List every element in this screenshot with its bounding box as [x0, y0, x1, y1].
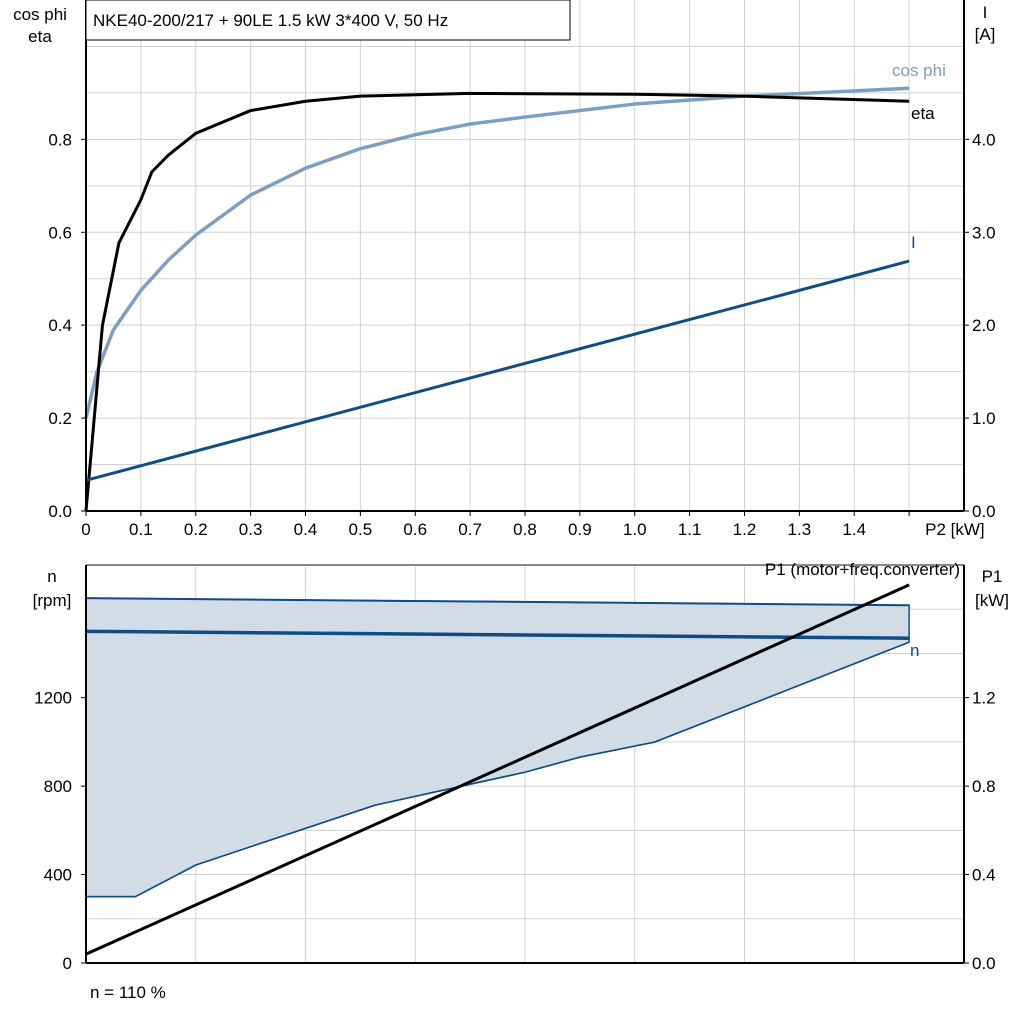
- x-tick-label: 0.8: [513, 520, 537, 539]
- speed-n-line: [85, 629, 910, 640]
- x-tick-label: 1.4: [842, 520, 866, 539]
- speed-range-upper-bound: [85, 597, 910, 607]
- p1-line: [85, 583, 910, 956]
- right-ylabel-i: I: [983, 3, 988, 22]
- series-label-eta: eta: [911, 104, 935, 123]
- chart-title: NKE40-200/217 + 90LE 1.5 kW 3*400 V, 50 …: [93, 11, 448, 30]
- x-tick-label: 1.0: [623, 520, 647, 539]
- x-tick-label: 0.5: [349, 520, 373, 539]
- y-tick-label-right: 0.0: [972, 954, 996, 973]
- y-tick-label-left: 0.6: [48, 223, 72, 242]
- x-tick-label: P2 [kW]: [925, 520, 985, 539]
- title-box: [85, 0, 571, 41]
- left-ylabel-eta: eta: [28, 27, 52, 46]
- speed-range-lower-bound: [86, 641, 910, 898]
- axes: 0 0.1 0.2 0.3 0.4 0.5 0.6 0.7 0.8 0.9 1.0 1.1 1.2 1.3…: [34, 0, 996, 973]
- y-tick-label-left: 0.8: [48, 130, 72, 149]
- series-label-cosphi: cos phi: [892, 61, 946, 80]
- x-tick-label: 0.4: [294, 520, 318, 539]
- x-tick-label: 0.6: [403, 520, 427, 539]
- y-tick-label-left: 1200: [34, 689, 72, 708]
- current-line: [85, 259, 910, 482]
- y-tick-label-right: 1.0: [972, 409, 996, 428]
- x-tick-label: 1.2: [733, 520, 757, 539]
- bottom-left-ylabel-rpm: [rpm]: [33, 591, 72, 610]
- footer-note: n = 110 %: [90, 983, 166, 1002]
- y-tick-label-right: 0.4: [972, 866, 996, 885]
- y-tick-label-left: 400: [44, 866, 72, 885]
- y-tick-label-left: 800: [44, 777, 72, 796]
- y-tick-label-left: 0.4: [48, 316, 72, 335]
- speed-range-area: [85, 597, 910, 898]
- y-tick-label-left: 0.2: [48, 409, 72, 428]
- bottom-left-ylabel-n: n: [47, 567, 56, 586]
- y-tick-label-right: 1.2: [972, 689, 996, 708]
- bottom-right-ylabel-p1: P1: [982, 567, 1003, 586]
- left-ylabel-cosphi: cos phi: [13, 5, 67, 24]
- series-label-n: n: [910, 641, 919, 660]
- x-tick-label: 0: [81, 520, 90, 539]
- x-tick-label: 1.1: [678, 520, 702, 539]
- y-tick-label-left: 0: [63, 954, 72, 973]
- x-tick-label: 0.7: [458, 520, 482, 539]
- x-tick-label: 0.2: [184, 520, 208, 539]
- x-tick-label: 0.1: [129, 520, 153, 539]
- series-label-i: I: [911, 233, 916, 252]
- x-tick-label: 0.3: [239, 520, 263, 539]
- y-tick-label-left: 0.0: [48, 502, 72, 521]
- x-tick-label: 1.3: [788, 520, 812, 539]
- y-tick-label-right: 4.0: [972, 130, 996, 149]
- y-tick-label-right: 0.8: [972, 777, 996, 796]
- top-grid: [86, 0, 964, 511]
- series-label-p1: P1 (motor+freq.converter): [765, 560, 960, 579]
- bottom-right-ylabel-kw: [kW]: [975, 591, 1009, 610]
- x-tick-label: 0.9: [568, 520, 592, 539]
- y-tick-label-right: 3.0: [972, 223, 996, 242]
- cos-phi-line: [84, 86, 910, 419]
- chart-marks: [84, 86, 910, 956]
- eta-line: [84, 91, 910, 512]
- y-tick-label-right: 0.0: [972, 502, 996, 521]
- right-ylabel-a: [A]: [975, 25, 996, 44]
- y-tick-label-right: 2.0: [972, 316, 996, 335]
